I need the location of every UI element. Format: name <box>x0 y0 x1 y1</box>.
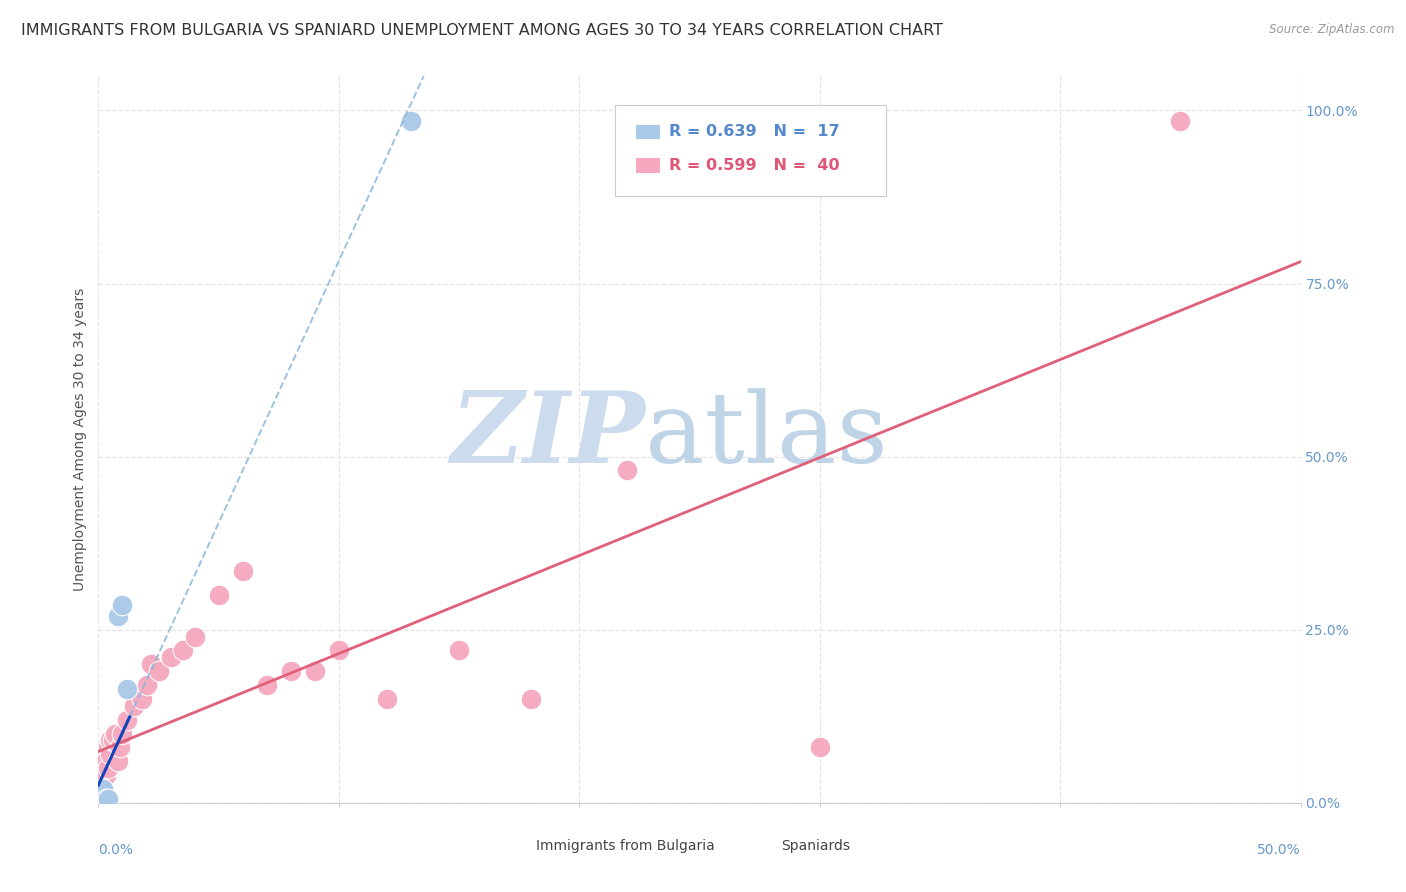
Point <box>256 678 278 692</box>
Point <box>183 630 205 644</box>
Point <box>97 792 120 806</box>
Text: Spaniards: Spaniards <box>782 839 851 854</box>
Point <box>117 713 139 727</box>
Point <box>94 768 117 782</box>
Point <box>89 792 111 806</box>
Point <box>304 665 326 679</box>
Point <box>107 754 129 768</box>
Point <box>375 692 398 706</box>
Point <box>91 781 114 796</box>
Point <box>101 733 124 747</box>
Point <box>124 698 146 713</box>
Point <box>280 665 302 679</box>
Point <box>1170 113 1192 128</box>
Point <box>91 792 114 806</box>
Point <box>447 643 470 657</box>
Point <box>520 692 543 706</box>
Point <box>328 643 350 657</box>
Point <box>111 599 134 613</box>
Y-axis label: Unemployment Among Ages 30 to 34 years: Unemployment Among Ages 30 to 34 years <box>73 288 87 591</box>
Point <box>616 463 638 477</box>
Point <box>107 608 129 623</box>
Text: atlas: atlas <box>645 388 889 483</box>
Point <box>399 113 422 128</box>
Point <box>90 789 112 803</box>
Point <box>808 740 831 755</box>
Point <box>100 747 122 762</box>
Point <box>94 754 117 768</box>
Text: 0.0%: 0.0% <box>98 843 134 857</box>
Point <box>97 761 120 775</box>
Text: IMMIGRANTS FROM BULGARIA VS SPANIARD UNEMPLOYMENT AMONG AGES 30 TO 34 YEARS CORR: IMMIGRANTS FROM BULGARIA VS SPANIARD UNE… <box>21 23 943 38</box>
Point <box>100 733 122 747</box>
Point <box>91 789 114 803</box>
Point <box>89 792 111 806</box>
Point <box>208 588 231 602</box>
Text: ZIP: ZIP <box>450 387 645 484</box>
Point <box>117 681 139 696</box>
FancyBboxPatch shape <box>508 840 529 853</box>
Point <box>172 643 194 657</box>
Point <box>90 792 112 806</box>
Point <box>91 775 114 789</box>
FancyBboxPatch shape <box>636 125 659 139</box>
Point <box>89 789 111 803</box>
FancyBboxPatch shape <box>616 105 886 195</box>
Point <box>89 792 111 806</box>
Point <box>91 792 114 806</box>
FancyBboxPatch shape <box>636 158 659 172</box>
FancyBboxPatch shape <box>752 840 775 853</box>
Point <box>90 789 112 803</box>
Point <box>159 650 181 665</box>
Point <box>148 665 170 679</box>
Point <box>232 564 254 578</box>
Text: R = 0.599   N =  40: R = 0.599 N = 40 <box>669 158 839 173</box>
Point <box>89 792 111 806</box>
Point <box>89 792 111 806</box>
Point <box>108 740 131 755</box>
Point <box>90 781 112 796</box>
Text: 50.0%: 50.0% <box>1257 843 1301 857</box>
Point <box>135 678 157 692</box>
Point <box>111 726 134 740</box>
Text: Source: ZipAtlas.com: Source: ZipAtlas.com <box>1270 23 1395 37</box>
Point <box>91 792 114 806</box>
Point <box>94 792 117 806</box>
Point <box>90 792 112 806</box>
Point <box>89 792 111 806</box>
Point <box>104 726 127 740</box>
Point <box>90 792 112 806</box>
Point <box>97 740 120 755</box>
Point <box>131 692 153 706</box>
Text: Immigrants from Bulgaria: Immigrants from Bulgaria <box>536 839 714 854</box>
Point <box>141 657 163 672</box>
Text: R = 0.639   N =  17: R = 0.639 N = 17 <box>669 124 839 139</box>
